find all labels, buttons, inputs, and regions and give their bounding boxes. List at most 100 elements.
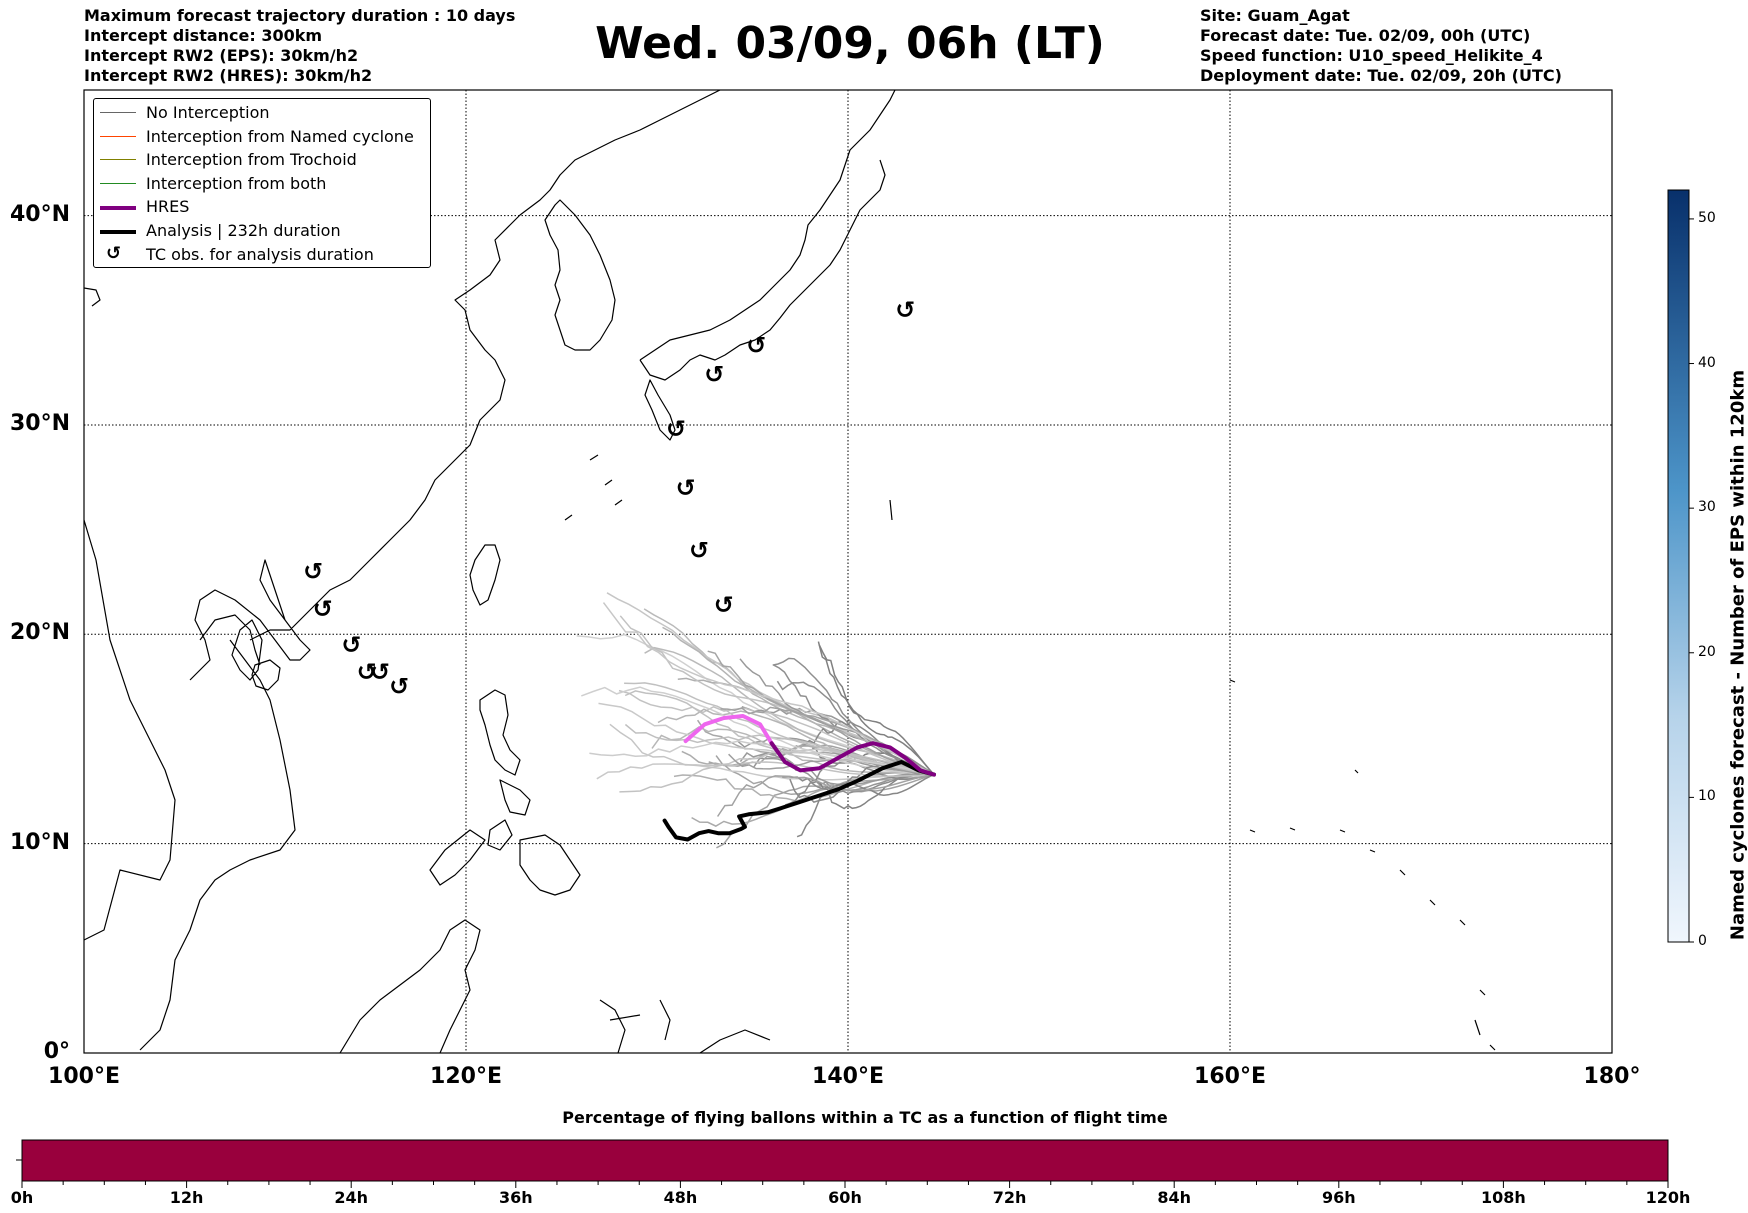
lon-tick-label: 180° [1583, 1064, 1641, 1089]
tc-obs-icon: ↺ [704, 361, 724, 389]
eps-trajectory [739, 752, 935, 786]
asia-coastline [84, 90, 721, 1051]
colorbar-label: Named cyclones forecast - Number of EPS … [1727, 369, 1748, 941]
bottom-bar-tick-label: 36h [498, 1188, 533, 1207]
bottom-bar-tick-label: 84h [1157, 1188, 1192, 1207]
tc-obs-icon: ↺ [357, 658, 377, 686]
legend-item: HRES [94, 195, 430, 219]
legend-label: Interception from Trochoid [146, 150, 357, 170]
tc-obs-icon: ↺ [895, 296, 915, 324]
tc-percentage-bar [21, 1139, 1669, 1182]
legend-item: ↺ TC obs. for analysis duration [94, 243, 430, 267]
legend-label: TC obs. for analysis duration [146, 244, 374, 264]
speed-function-text: Speed function: U10_speed_Helikite_4 [1200, 46, 1543, 65]
cyclone-colorbar [1667, 189, 1690, 943]
hainan-coastline [251, 659, 281, 691]
new-guinea-coastline [699, 1029, 771, 1053]
eps-trajectory [618, 689, 935, 776]
hres-track-early [683, 714, 774, 746]
coastlines [84, 90, 1496, 1053]
eps-trajectory [589, 740, 935, 776]
tc-observations: ↺↺↺↺↺↺↺↺↺↺↺↺↺ [303, 296, 915, 701]
legend-label: Interception from Named cyclone [146, 126, 414, 146]
eps-trajectory [581, 686, 935, 776]
tc-obs-icon: ↺ [746, 331, 766, 359]
lon-tick-label: 160°E [1194, 1064, 1266, 1089]
legend-swatch [100, 230, 136, 234]
legend-label: No Interception [146, 103, 270, 122]
colorbar-tick-label: 20 [1698, 643, 1716, 660]
bottom-bar-tick-label: 72h [992, 1188, 1027, 1207]
borneo-coastline [339, 919, 481, 1053]
eps-trajectory [691, 773, 935, 827]
bottom-bar-ticks [21, 1181, 1669, 1188]
eps-trajectory [619, 761, 935, 793]
bottom-bar-tick-label: 24h [334, 1188, 369, 1207]
intercept-hres-text: Intercept RW2 (HRES): 30km/h2 [84, 66, 373, 85]
bottom-bar-tick-label: 0h [10, 1188, 34, 1207]
taiwan-coastline [469, 544, 501, 606]
lon-tick-label: 120°E [430, 1064, 502, 1089]
tc-obs-icon: ↺ [389, 673, 409, 701]
tc-obs-icon: ↺ [370, 658, 390, 686]
japan-coastline [639, 90, 896, 441]
sulawesi-coastline [599, 999, 671, 1053]
eps-trajectory [596, 763, 935, 781]
colorbar-ticks [1689, 218, 1694, 943]
tc-obs-icon: ↺ [341, 631, 361, 659]
colorbar-tick-label: 40 [1698, 354, 1716, 371]
legend-item: Analysis | 232h duration [94, 219, 430, 243]
analysis-track [662, 760, 936, 842]
eps-trajectory [624, 682, 935, 776]
legend-item: Interception from both [94, 172, 430, 196]
header-right-info: Site: Guam_Agat Forecast date: Tue. 02/0… [1200, 6, 1562, 86]
bottom-bar-title: Percentage of flying ballons within a TC… [562, 1108, 1168, 1127]
hres-track [769, 741, 936, 777]
eps-trajectory [817, 641, 935, 776]
site-text: Site: Guam_Agat [1200, 6, 1350, 25]
map-title: Wed. 03/09, 06h (LT) [595, 18, 1105, 69]
colorbar-tick-label: 10 [1698, 788, 1716, 805]
bottom-bar-tick-label: 96h [1321, 1188, 1356, 1207]
lon-tick-label: 100°E [48, 1064, 120, 1089]
legend-swatch [100, 206, 136, 211]
eps-trajectory [818, 644, 935, 776]
lat-tick-label: 30°N [9, 410, 70, 436]
deployment-date-text: Deployment date: Tue. 02/09, 20h (UTC) [1200, 66, 1562, 85]
legend-label: Analysis | 232h duration [146, 221, 341, 240]
legend-swatch [100, 135, 136, 137]
ryukyu-islands [564, 454, 623, 521]
lat-tick-label: 10°N [9, 829, 70, 855]
bottom-bar-tick-label: 120h [1645, 1188, 1691, 1207]
intercept-distance-text: Intercept distance: 300km [84, 26, 323, 45]
tc-obs-icon: ↺ [689, 537, 709, 565]
max-duration-text: Maximum forecast trajectory duration : 1… [84, 6, 516, 25]
tc-obs-icon: ↺ [714, 591, 734, 619]
eps-trajectory [773, 664, 935, 776]
eps-trajectories [576, 592, 935, 849]
eps-trajectory [716, 773, 935, 817]
korea-coastline [544, 199, 616, 351]
graticule [84, 90, 1612, 1053]
colorbar-tick-label: 50 [1698, 209, 1716, 226]
forecast-date-text: Forecast date: Tue. 02/09, 00h (UTC) [1200, 26, 1531, 45]
legend-swatch [100, 182, 136, 184]
legend-swatch [100, 112, 136, 113]
lat-tick-label: 20°N [9, 620, 70, 646]
lon-tick-label: 140°E [812, 1064, 884, 1089]
tc-obs-icon: ↺ [666, 415, 686, 443]
legend-label: Interception from both [146, 173, 327, 193]
map-legend: No Interception Interception from Named c… [93, 98, 431, 268]
mindanao-coastline [429, 819, 581, 896]
lat-tick-label: 40°N [9, 201, 70, 227]
luzon-coastline [479, 689, 531, 816]
bottom-bar-tick-label: 60h [828, 1188, 862, 1207]
pacific-islands [889, 499, 1496, 1051]
tc-obs-icon: ↺ [676, 474, 696, 502]
map-frame [83, 89, 1613, 1054]
bottom-bar-tick-label: 108h [1480, 1188, 1526, 1207]
legend-item: No Interception [94, 101, 430, 125]
header-left-info: Maximum forecast trajectory duration : 1… [84, 6, 515, 86]
legend-item: Interception from Named cyclone [94, 125, 430, 149]
tc-obs-icon: ↺ [303, 558, 323, 586]
